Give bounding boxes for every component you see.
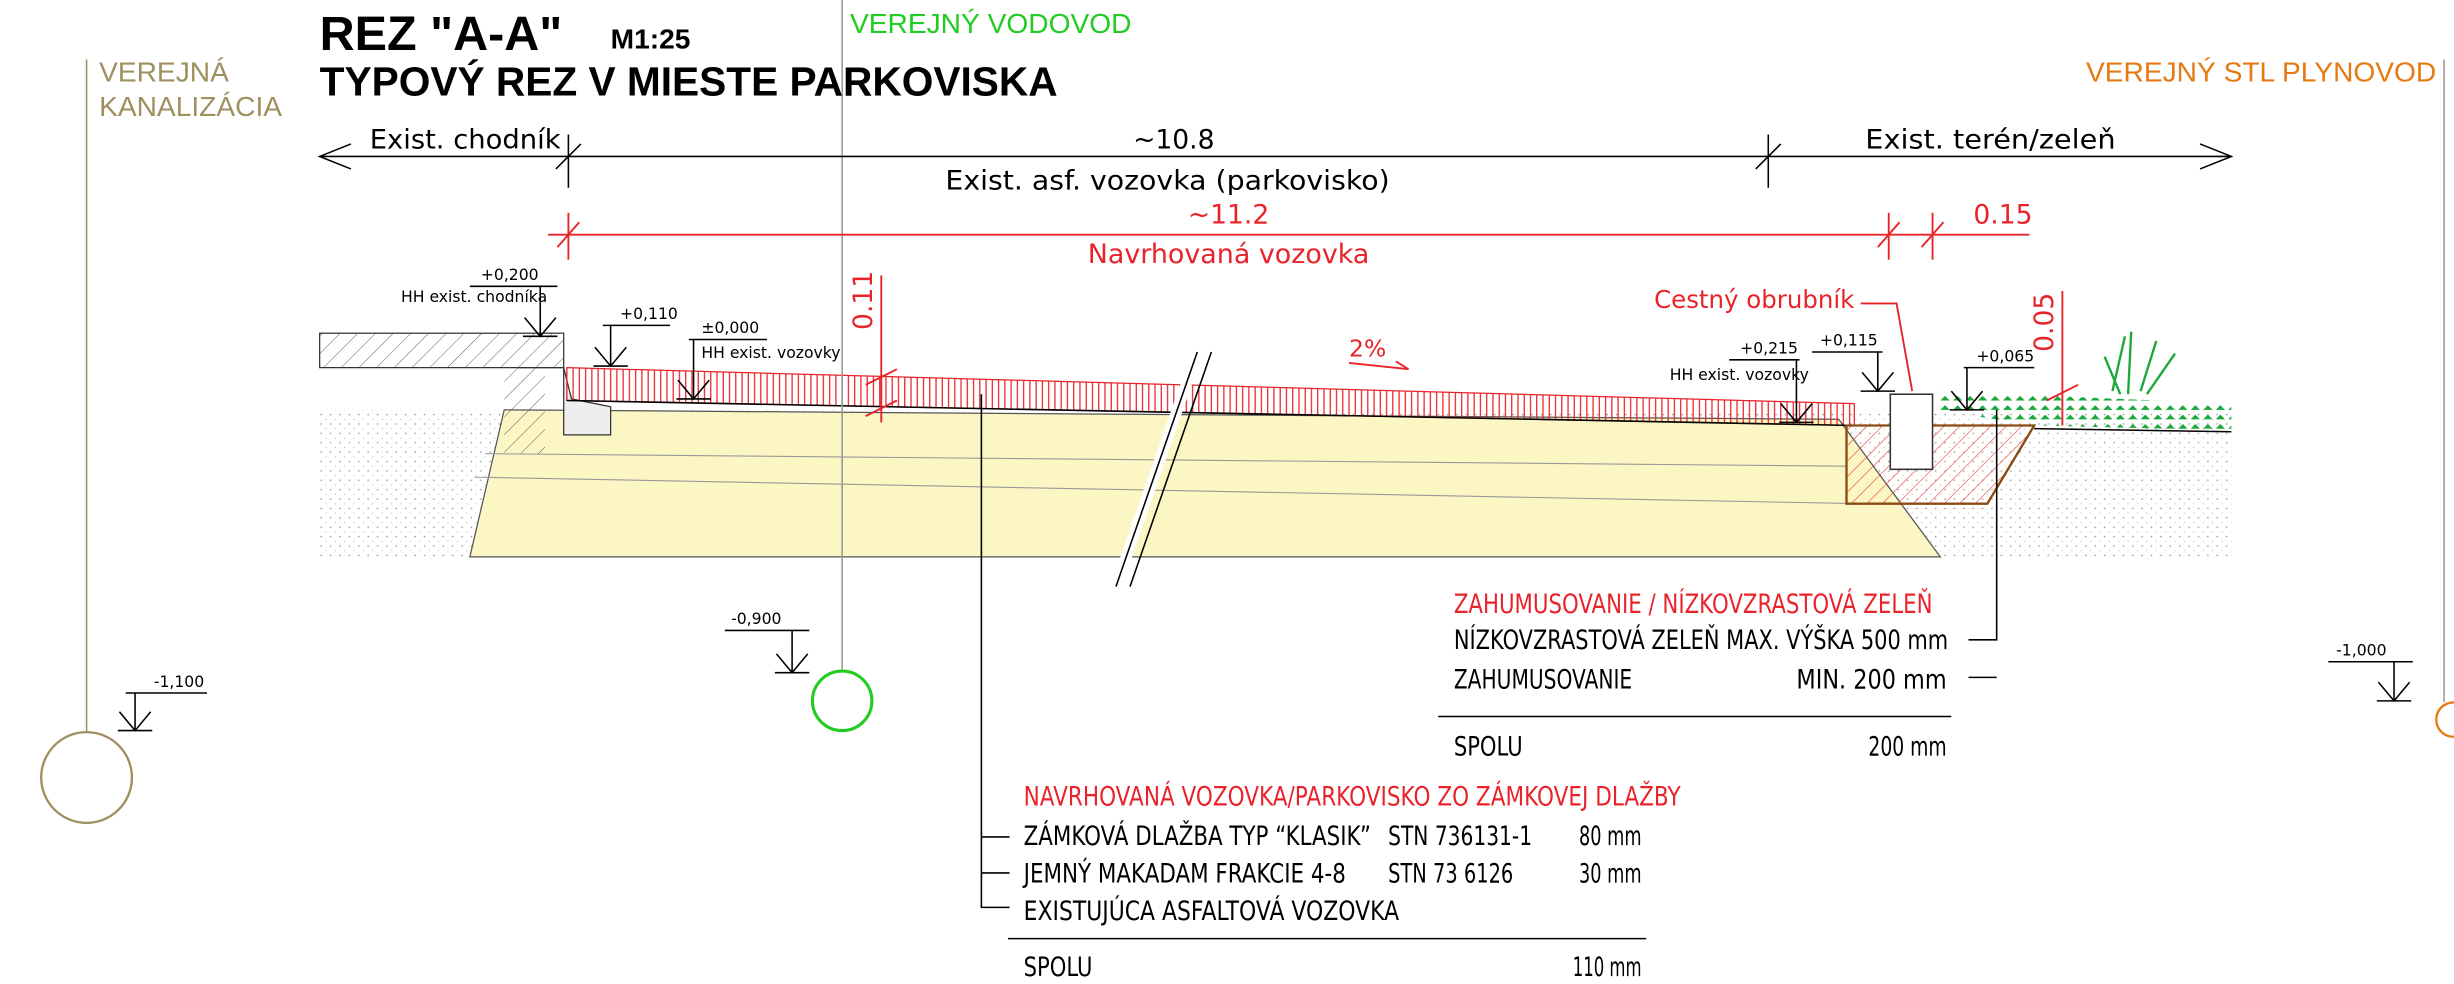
level-value: +0,110 [620,304,678,323]
utility-label: VEREJNÝ STL PLYNOVOD [2086,56,2436,87]
level-value: +0,215 [1740,339,1798,358]
level-note: HH exist. chodníka [401,287,547,306]
level-value: +0,115 [1820,331,1878,350]
level-value: -1,000 [2336,640,2386,659]
legend-total: SPOLU [1024,952,1093,983]
level-value: -0,900 [731,609,781,628]
legend-total: 110 mm [1573,952,1642,983]
level-value: +0,065 [1976,346,2034,365]
level-value: +0,200 [481,265,539,284]
legend-row: ZÁMKOVÁ DLAŽBA TYP “KLASIK” [1024,820,1371,852]
legend-row: 80 mm [1579,821,1642,852]
level-note: HH exist. vozovky [701,343,840,362]
dim-label: ~10.8 [1133,125,1214,156]
section-graphics [320,332,2232,587]
legend-row: NÍZKOVZRASTOVÁ ZELEŇ MAX. VÝŠKA 500 mm [1454,624,1948,656]
legend-row: STN 73 6126 [1388,858,1513,889]
scale: M1:25 [611,23,691,54]
legend-title: NAVRHOVANÁ VOZOVKA/PARKOVISKO ZO ZÁMKOVE… [1024,781,1682,813]
dim-label: Exist. chodník [370,125,561,156]
utility-label: VEREJNÁ [99,56,229,87]
dim-label: 0.15 [1973,200,2032,231]
dim-label: ~11.2 [1188,200,1269,231]
legend-row: ZAHUMUSOVANIE [1454,664,1632,695]
legend-row: 30 mm [1579,858,1642,889]
dim-note: Exist. asf. vozovka (parkovisko) [945,165,1389,196]
utility-label: KANALIZÁCIA [99,91,282,122]
legend-total: 200 mm [1868,732,1946,763]
level-value: ±0,000 [701,318,759,337]
utility-label: VEREJNÝ VODOVOD [850,8,1131,39]
level-note: HH exist. vozovky [1670,365,1809,384]
legend-total: SPOLU [1454,732,1523,763]
dim-label: 0.05 [2029,293,2060,352]
dim-note: Navrhovaná vozovka [1088,239,1370,270]
drawing: VEREJNÁ KANALIZÁCIA VEREJNÝ VODOVOD VERE… [0,0,2454,984]
legend-row: JEMNÝ MAKADAM FRAKCIE 4-8 [1022,857,1346,889]
title: REZ "A-A" [320,7,563,61]
dim-label: Exist. terén/zeleň [1865,125,2115,156]
dim-label: 0.11 [848,271,879,330]
legend-row: STN 736131-1 [1388,821,1532,852]
legend-title: ZAHUMUSOVANIE / NÍZKOVZRASTOVÁ ZELEŇ [1454,588,1933,620]
level-value: -1,100 [154,672,204,691]
subtitle: TYPOVÝ REZ V MIESTE PARKOVISKA [320,58,1058,104]
slope: 2% [1349,335,1386,363]
legend-row: EXISTUJÚCA ASFALTOVÁ VOZOVKA [1024,895,1399,927]
legend-row: MIN. 200 mm [1796,664,1946,695]
curb-label: Cestný obrubník [1654,285,1855,314]
